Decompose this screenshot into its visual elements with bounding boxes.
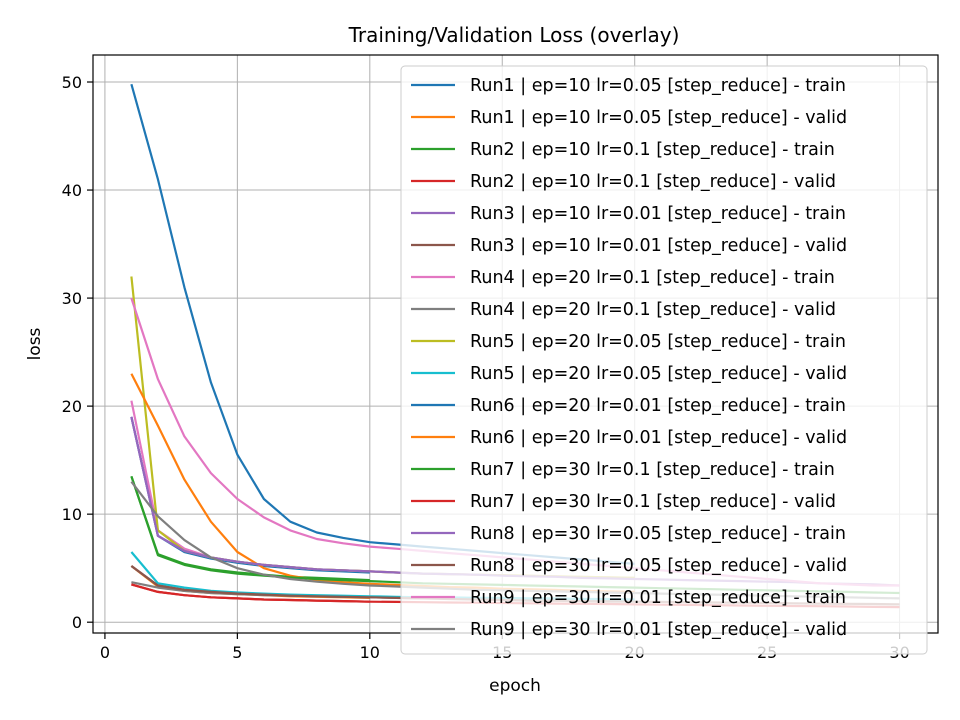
legend-entry-label: Run8 | ep=30 lr=0.05 [step_reduce] - tra… — [470, 524, 846, 544]
x-axis-label: epoch — [489, 676, 541, 696]
legend-entry-label: Run9 | ep=30 lr=0.01 [step_reduce] - tra… — [470, 588, 846, 608]
y-axis: 0 10 20 30 40 50 — [62, 73, 93, 632]
x-tick-label: 5 — [232, 643, 242, 662]
y-tick-label: 0 — [72, 613, 82, 632]
x-tick-label: 10 — [360, 643, 380, 662]
legend-entry-label: Run4 | ep=20 lr=0.1 [step_reduce] - vali… — [470, 300, 836, 320]
legend-entry-label: Run5 | ep=20 lr=0.05 [step_reduce] - tra… — [470, 332, 846, 352]
legend-entry-label: Run1 | ep=10 lr=0.05 [step_reduce] - tra… — [470, 76, 846, 96]
y-axis-label: loss — [25, 327, 45, 360]
y-tick-label: 30 — [62, 289, 82, 308]
legend-entry-label: Run5 | ep=20 lr=0.05 [step_reduce] - val… — [470, 364, 847, 384]
legend-entry-label: Run8 | ep=30 lr=0.05 [step_reduce] - val… — [470, 556, 847, 576]
legend-box — [400, 65, 928, 655]
legend-entry-label: Run2 | ep=10 lr=0.1 [step_reduce] - trai… — [470, 140, 835, 160]
legend-entry-label: Run1 | ep=10 lr=0.05 [step_reduce] - val… — [470, 108, 847, 128]
chart-title: Training/Validation Loss (overlay) — [348, 23, 680, 47]
legend-entry-label: Run4 | ep=20 lr=0.1 [step_reduce] - trai… — [470, 268, 835, 288]
y-tick-label: 10 — [62, 505, 82, 524]
y-tick-label: 40 — [62, 181, 82, 200]
y-tick-label: 50 — [62, 73, 82, 92]
legend-entry-label: Run6 | ep=20 lr=0.01 [step_reduce] - tra… — [470, 396, 846, 416]
legend-entry-label: Run6 | ep=20 lr=0.01 [step_reduce] - val… — [470, 428, 847, 448]
legend-entry-label: Run3 | ep=10 lr=0.01 [step_reduce] - val… — [470, 236, 847, 256]
legend-entry-label: Run7 | ep=30 lr=0.1 [step_reduce] - trai… — [470, 460, 835, 480]
legend: Run1 | ep=10 lr=0.05 [step_reduce] - tra… — [400, 65, 928, 655]
y-tick-label: 20 — [62, 397, 82, 416]
legend-entry-label: Run2 | ep=10 lr=0.1 [step_reduce] - vali… — [470, 172, 836, 192]
legend-entry-label: Run7 | ep=30 lr=0.1 [step_reduce] - vali… — [470, 492, 836, 512]
legend-entry-label: Run3 | ep=10 lr=0.01 [step_reduce] - tra… — [470, 204, 846, 224]
x-tick-label: 0 — [100, 643, 110, 662]
legend-entry-label: Run9 | ep=30 lr=0.01 [step_reduce] - val… — [470, 620, 847, 640]
